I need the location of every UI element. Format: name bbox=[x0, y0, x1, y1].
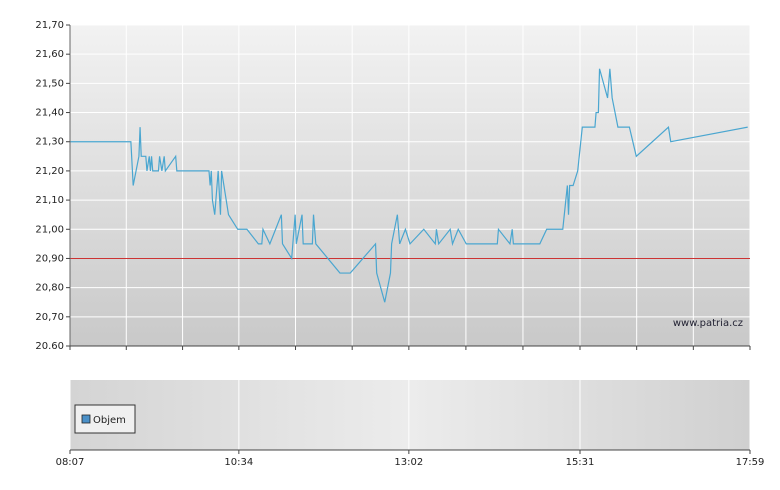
plot-area bbox=[70, 25, 750, 346]
legend-label: Objem bbox=[93, 415, 126, 426]
y-tick-label: 21,20 bbox=[35, 166, 64, 177]
x-tick-label: 13:02 bbox=[394, 457, 423, 468]
x-tick-label: 15:31 bbox=[566, 457, 595, 468]
y-tick-label: 21,40 bbox=[35, 108, 64, 119]
y-tick-label: 20,70 bbox=[35, 312, 64, 323]
y-tick-label: 20,80 bbox=[35, 283, 64, 294]
volume-area bbox=[70, 380, 750, 450]
x-tick-label: 08:07 bbox=[56, 457, 85, 468]
x-tick-label: 17:59 bbox=[736, 457, 765, 468]
y-tick-label: 20,90 bbox=[35, 253, 64, 264]
y-tick-label: 21,00 bbox=[35, 224, 64, 235]
y-tick-label: 21,60 bbox=[35, 49, 64, 60]
y-tick-label: 21,70 bbox=[35, 20, 64, 31]
watermark: www.patria.cz bbox=[673, 318, 743, 329]
legend-swatch bbox=[81, 414, 91, 424]
y-tick-label: 21,10 bbox=[35, 195, 64, 206]
x-tick-label: 10:34 bbox=[224, 457, 253, 468]
y-tick-label: 21,50 bbox=[35, 78, 64, 89]
y-tick-label: 20.60 bbox=[35, 341, 64, 352]
y-tick-label: 21,30 bbox=[35, 137, 64, 148]
price-line bbox=[70, 68, 748, 303]
